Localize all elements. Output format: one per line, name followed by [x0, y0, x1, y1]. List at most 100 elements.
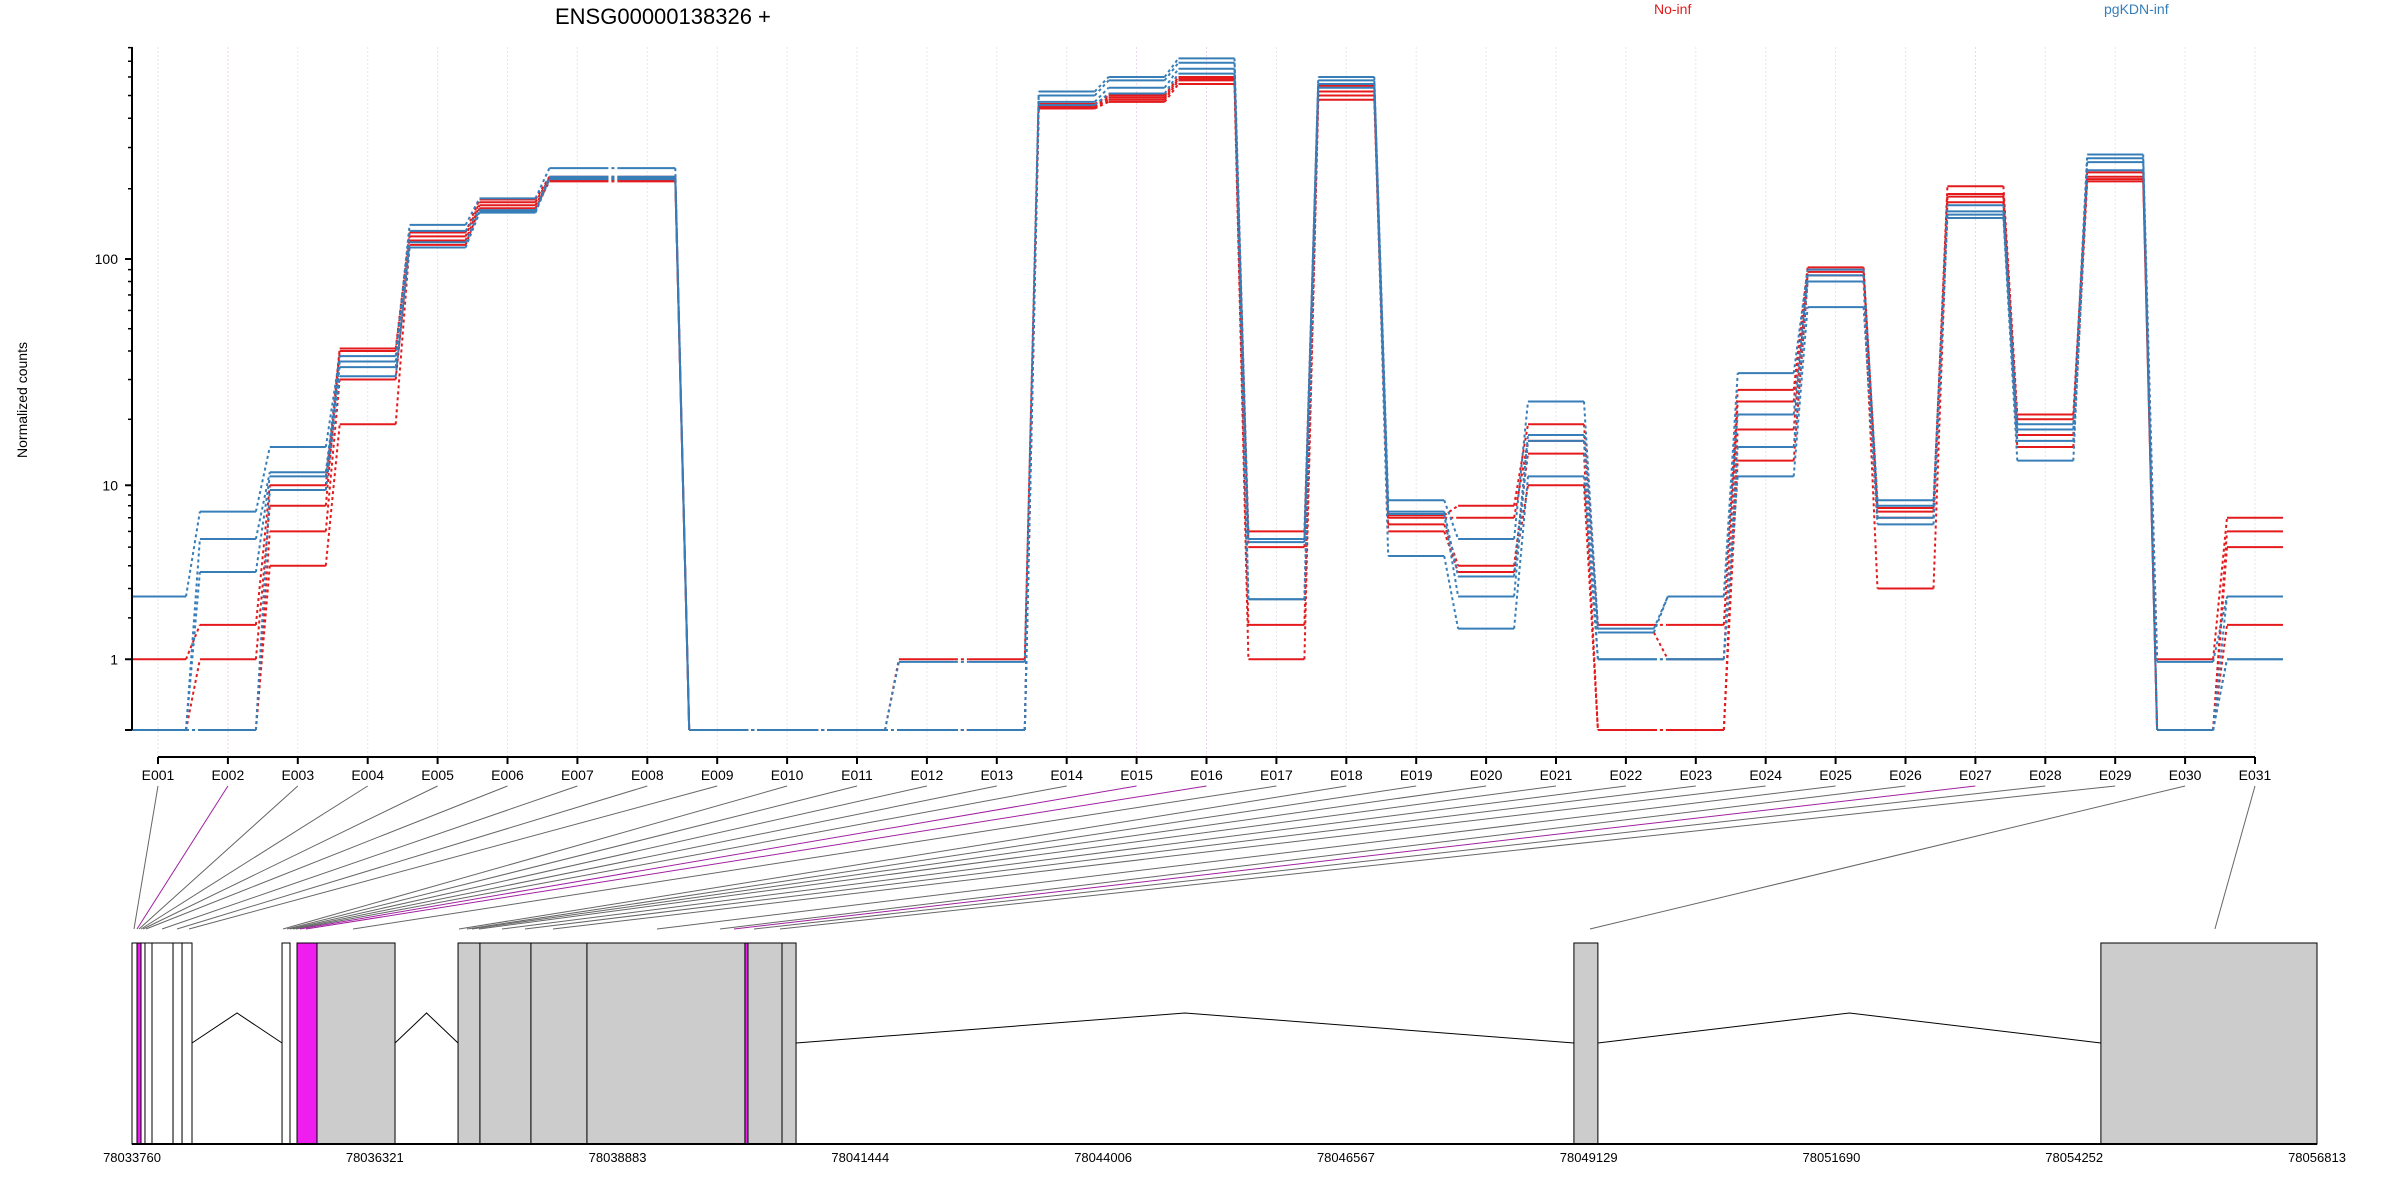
exon-box	[316, 942, 396, 1145]
exon-box	[172, 942, 183, 1145]
genomic-tick-label: 78036321	[346, 1150, 404, 1165]
connector-pgkdn-inf-s2	[1722, 414, 1739, 597]
gene-model: 78033760 78036321 78038883 78041444 78044006…	[103, 942, 2346, 1165]
x-tick-label-e022: E022	[1610, 767, 1643, 783]
exon-connector-e001	[133, 785, 159, 930]
connector-pgkdn-inf-s3	[185, 571, 201, 731]
exon-connector-e005	[142, 785, 438, 930]
connector-pgkdn-inf-s4	[2212, 659, 2228, 731]
connector-pgkdn-inf-s1	[1093, 76, 1110, 93]
connector-pgkdn-inf-s4	[254, 489, 271, 731]
exon-connector-e024	[552, 785, 1766, 930]
connector-pgkdn-inf-s1	[1023, 91, 1040, 662]
x-tick-label-e002: E002	[212, 767, 245, 783]
exon-box	[136, 942, 142, 1145]
x-tick-label-e018: E018	[1330, 767, 1363, 783]
connector-pgkdn-inf-s1	[884, 661, 900, 731]
connector-no-inf-s1	[185, 624, 201, 660]
connector-pgkdn-inf-s2	[2212, 596, 2228, 731]
exon-box	[144, 942, 153, 1145]
connector-pgkdn-inf-s4	[324, 376, 341, 491]
x-tick-label-e005: E005	[421, 767, 454, 783]
legend-no-inf: No-inf	[1654, 1, 1691, 17]
connector-pgkdn-inf-s2	[254, 472, 271, 540]
connector-pgkdn-inf-s3	[2002, 214, 2019, 441]
exon-connector-e013	[292, 785, 997, 930]
connector-pgkdn-inf-s1	[254, 446, 271, 512]
exon-box	[530, 942, 588, 1145]
x-tick-label-e029: E029	[2099, 767, 2132, 783]
connector-no-inf-s2	[185, 659, 201, 731]
x-tick-label-e010: E010	[771, 767, 804, 783]
connector-no-inf-s4	[534, 180, 551, 209]
x-tick-label-e028: E028	[2029, 767, 2062, 783]
x-tick-label-e026: E026	[1889, 767, 1922, 783]
connector-pgkdn-inf-s3	[2142, 162, 2159, 731]
exon-box	[131, 942, 138, 1145]
legend-pgkdn-inf: pgKDN-inf	[2104, 1, 2169, 17]
exon-box	[296, 942, 318, 1145]
y-tick-label: 100	[95, 251, 119, 267]
connector-pgkdn-inf-s3	[254, 476, 271, 573]
connector-no-inf-s1	[534, 176, 551, 200]
y-axis-label: Normalized counts	[14, 342, 30, 458]
connector-no-inf-s4	[1583, 485, 1599, 731]
connector-no-inf-s3	[1094, 98, 1110, 109]
connector-no-inf-s2	[1094, 96, 1110, 108]
x-tick-label-e024: E024	[1749, 767, 1782, 783]
connector-no-inf-s3	[1163, 79, 1180, 101]
exon-connector-e017	[352, 785, 1277, 930]
exon-connector-e003	[138, 785, 299, 930]
genomic-tick-label: 78044006	[1074, 1150, 1132, 1165]
connector-pgkdn-inf-s2	[1443, 511, 1460, 577]
connector-pgkdn-inf-s4	[2072, 170, 2089, 461]
exon-connector-e022	[501, 785, 1626, 930]
connector-pgkdn-inf-s1	[1513, 401, 1529, 540]
exon-connector-e020	[471, 785, 1487, 930]
exon-box	[457, 942, 481, 1145]
exon-connector-e012	[289, 785, 928, 930]
connector-pgkdn-inf-s2	[1792, 275, 1809, 415]
connector-pgkdn-inf-s2	[2002, 211, 2019, 430]
genomic-tick-label: 78038883	[589, 1150, 647, 1165]
exon-connector-e014	[295, 785, 1067, 930]
connector-pgkdn-inf-s1	[1163, 57, 1180, 78]
x-axis: E001 E002 E003 E004 E005 E006 E007 E008 E009 E010…	[142, 756, 2272, 783]
connector-no-inf-s3	[324, 379, 341, 532]
x-tick-label-e008: E008	[631, 767, 664, 783]
exon-connector-e004	[140, 785, 368, 930]
connector-pgkdn-inf-s3	[1792, 281, 1809, 448]
exon-connector-e021	[478, 785, 1557, 930]
exon-box	[747, 942, 783, 1145]
connector-pgkdn-inf-s3	[1513, 440, 1529, 597]
x-tick-label-e015: E015	[1120, 767, 1153, 783]
exon-connector-e030	[1589, 785, 2186, 930]
connector-pgkdn-inf-s4	[1513, 476, 1529, 629]
x-tick-label-e004: E004	[351, 767, 384, 783]
x-tick-label-e013: E013	[980, 767, 1013, 783]
connector-pgkdn-inf-s2	[1093, 79, 1110, 97]
connector-pgkdn-inf-s3	[1443, 513, 1460, 597]
exon-connector-e028	[753, 785, 2046, 930]
connector-no-inf-s3	[1303, 95, 1320, 625]
exon-connector-e026	[719, 785, 1906, 930]
x-tick-label-e011: E011	[841, 767, 873, 783]
x-tick-label-e001: E001	[142, 767, 175, 783]
exon-box	[281, 942, 291, 1145]
connector-no-inf-s1	[1163, 76, 1180, 97]
genomic-tick-label: 78049129	[1560, 1150, 1618, 1165]
connector-pgkdn-inf-s4	[1443, 555, 1460, 629]
connector-no-inf-s2	[1513, 440, 1529, 518]
y-tick-label: 10	[102, 477, 118, 493]
x-tick-label-e030: E030	[2169, 767, 2202, 783]
x-tick-label-e012: E012	[911, 767, 944, 783]
genomic-tick-label: 78051690	[1803, 1150, 1861, 1165]
connector-no-inf-s1	[1443, 504, 1459, 517]
x-tick-label-e019: E019	[1400, 767, 1433, 783]
connector-pgkdn-inf-s1	[1583, 401, 1599, 629]
connector-no-inf-s4	[1094, 100, 1110, 110]
x-tick-label-e023: E023	[1679, 767, 1712, 783]
connector-pgkdn-inf-s2	[185, 538, 201, 731]
x-tick-label-e025: E025	[1819, 767, 1852, 783]
